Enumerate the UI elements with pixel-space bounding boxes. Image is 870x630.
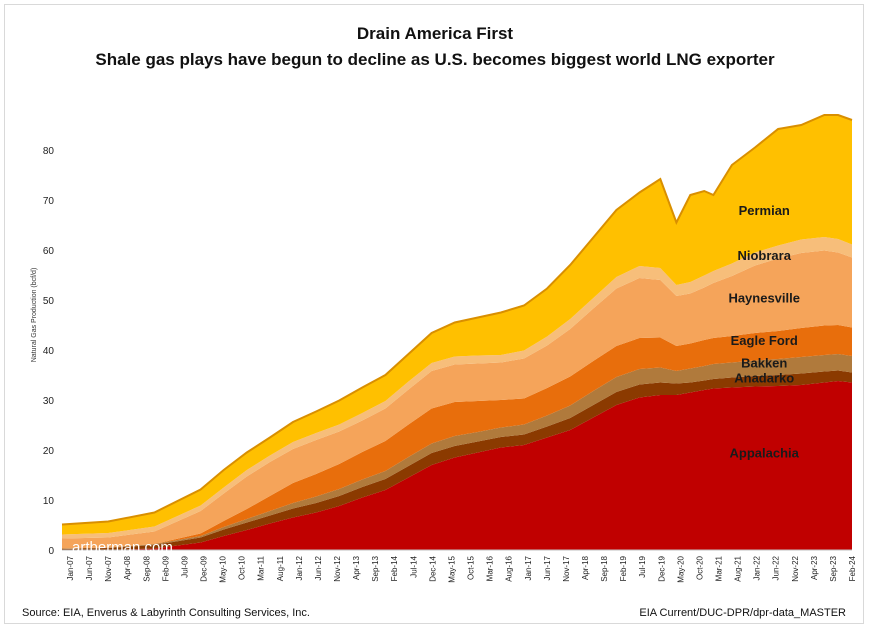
x-tick-label: Mar-11 [257,555,266,580]
x-tick-label: Jan-07 [66,555,75,580]
area-eagle-ford [62,325,852,549]
y-tick-label: 30 [43,396,55,407]
area-haynesville [62,250,852,549]
total-outline [61,114,853,526]
area-niobrara [62,237,852,539]
x-tick-label: Apr-08 [123,555,132,580]
chart-title: Drain America First [356,24,514,43]
x-tick-label: Apr-23 [810,555,819,580]
y-tick-label: 20 [43,446,55,457]
x-tick-label: Feb-14 [390,555,399,581]
x-tick-label: Jan-22 [753,555,762,580]
series-label-niobrara: Niobrara [737,248,791,263]
x-tick-label: Sep-13 [371,555,380,581]
x-tick-label: Aug-16 [505,555,514,581]
x-tick-label: Jun-17 [543,555,552,580]
chart-frame [4,4,864,624]
x-tick-label: Dec-14 [428,555,437,581]
x-tick-label: Jan-17 [524,555,533,580]
x-tick-label: Sep-18 [600,555,609,581]
x-tick-label: Apr-13 [352,555,361,580]
watermark: artberman.com [72,539,173,556]
x-tick-label: Apr-18 [581,555,590,580]
x-tick-label: Jul-19 [638,555,647,577]
x-tick-label: Jun-12 [314,555,323,580]
y-tick-label: 70 [43,196,55,207]
x-tick-label: Oct-15 [467,555,476,580]
series-label-bakken: Bakken [741,356,787,371]
y-tick-label: 40 [43,346,55,357]
x-tick-label: Nov-07 [104,555,113,581]
series-label-appalachia: Appalachia [730,446,800,461]
y-tick-label: 80 [43,146,55,157]
x-tick-label: Oct-10 [238,555,247,580]
y-tick-label: 50 [43,296,55,307]
x-tick-label: Aug-11 [276,555,285,581]
x-tick-label: Jul-14 [409,555,418,577]
x-tick-label: Dec-09 [200,555,209,581]
y-tick-label: 0 [48,546,54,557]
y-tick-label: 10 [43,496,55,507]
x-tick-label: Jun-07 [85,555,94,580]
x-tick-label: May-20 [676,555,685,582]
x-tick-label: Nov-22 [791,555,800,581]
file-reference: EIA Current/DUC-DPR/dpr-data_MASTER [639,607,846,619]
series-label-anadarko: Anadarko [734,371,794,386]
x-tick-label: Feb-09 [161,555,170,581]
x-tick-label: Mar-16 [486,555,495,581]
area-appalachia [62,381,852,550]
chart-subtitle: Shale gas plays have begun to decline as… [95,50,775,69]
x-tick-label: Mar-21 [715,555,724,581]
area-permian [62,115,852,535]
area-bakken [62,354,852,549]
x-tick-label: Dec-19 [657,555,666,581]
x-tick-label: Sep-08 [142,555,151,581]
series-label-permian: Permian [739,203,790,218]
x-tick-label: Feb-19 [619,555,628,581]
x-tick-label: Oct-20 [695,555,704,580]
x-tick-label: Aug-21 [734,555,743,581]
source-note: Source: EIA, Enverus & Labyrinth Consult… [22,607,310,619]
series-label-haynesville: Haynesville [728,291,800,306]
x-tick-label: Feb-24 [848,555,857,581]
x-tick-label: Jul-09 [180,555,189,577]
x-tick-label: Jun-22 [772,555,781,580]
x-tick-label: Jan-12 [295,555,304,580]
x-tick-label: Nov-12 [333,555,342,581]
x-tick-label: Sep-23 [829,555,838,581]
y-axis-label: Natural Gas Production (bcf/d) [31,268,38,363]
x-tick-label: May-15 [448,555,457,582]
series-label-eagle-ford: Eagle Ford [731,333,798,348]
x-tick-label: May-10 [219,555,228,582]
x-tick-label: Nov-17 [562,555,571,581]
y-tick-label: 60 [43,246,55,257]
